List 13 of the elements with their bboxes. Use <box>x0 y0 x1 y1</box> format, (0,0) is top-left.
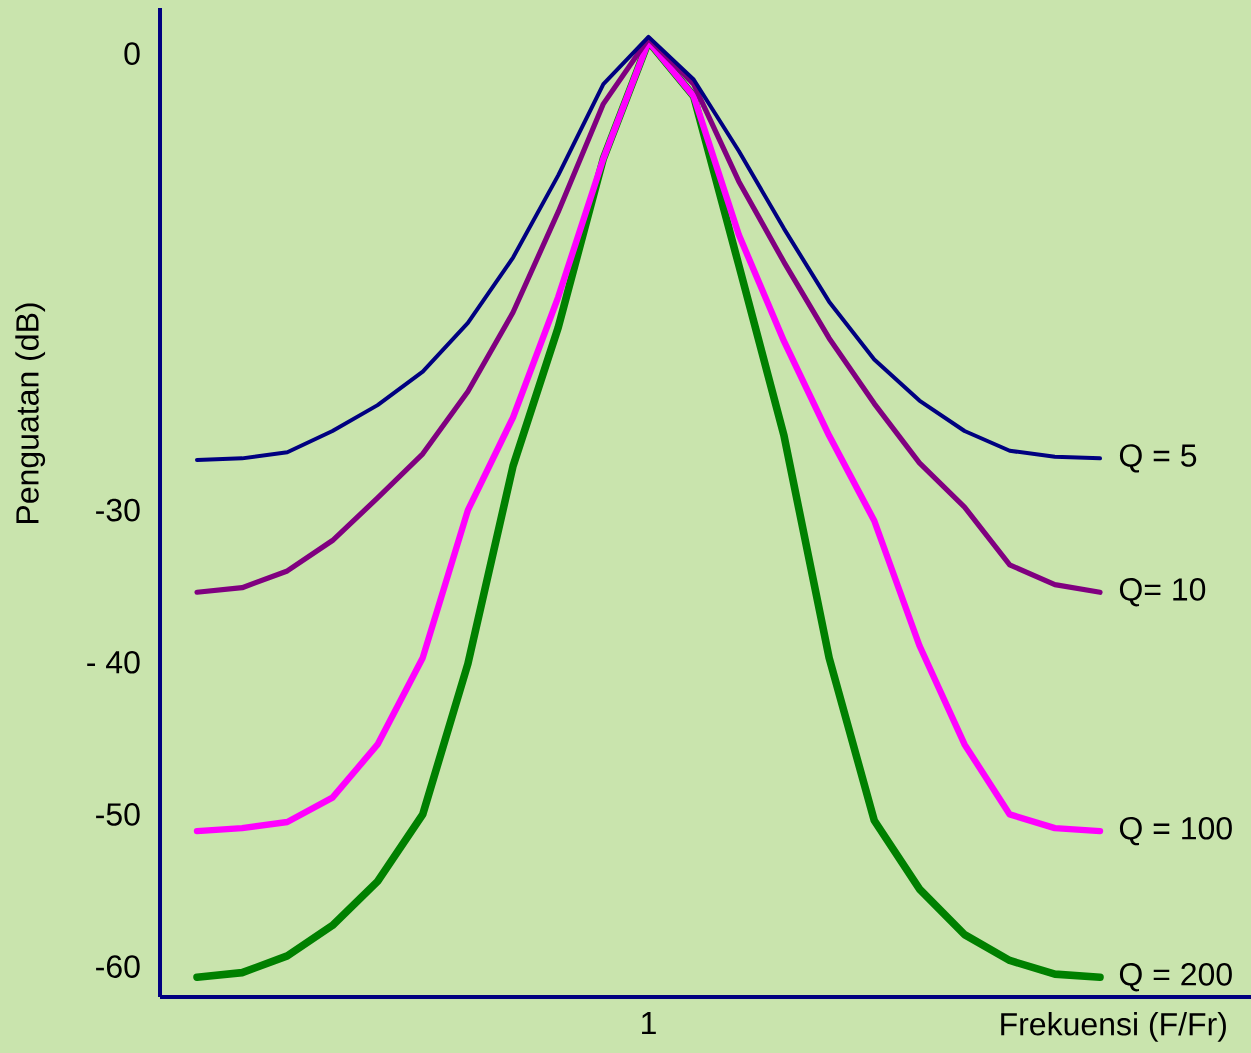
series-label: Q = 100 <box>1119 816 1232 846</box>
line-series <box>195 34 1103 462</box>
y-tick-label: 0 <box>124 42 140 65</box>
y-tick-label: -30 <box>96 498 140 522</box>
y-axis-title: Penguatan (dB) <box>15 303 46 523</box>
series-label: Q = 200 <box>1119 963 1232 992</box>
y-tick-label: -50 <box>96 803 140 826</box>
y-tick-label: -60 <box>96 955 140 978</box>
x-axis-title: Frekuensi (F/Fr) <box>1001 1012 1226 1042</box>
y-tick-label: - 40 <box>87 650 140 674</box>
series-label: Q = 5 <box>1119 444 1197 473</box>
x-tick-label: 1 <box>642 1012 656 1035</box>
series-label: Q= 10 <box>1119 578 1206 607</box>
